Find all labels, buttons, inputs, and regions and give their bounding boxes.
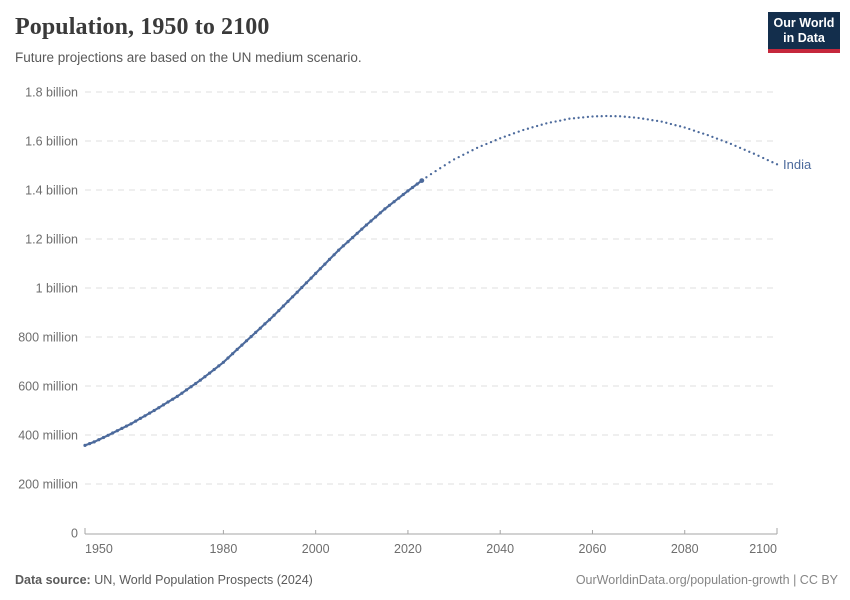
data-source-label: Data source:	[15, 573, 91, 587]
series-india-projection	[425, 114, 779, 179]
x-axis: 1950 1980 2000 2020 2040 2060 2080 2100	[84, 528, 778, 556]
chart-footer: Data source: UN, World Population Prospe…	[15, 573, 838, 587]
x-tick-label: 1950	[85, 542, 113, 556]
y-tick-label: 1.2 billion	[25, 233, 78, 247]
y-tick-label: 400 million	[18, 429, 78, 443]
footer-citation-link[interactable]: OurWorldinData.org/population-growth | C…	[575, 573, 838, 587]
x-tick-label: 2080	[671, 542, 699, 556]
x-tick-label: 2040	[486, 542, 514, 556]
x-tick-label: 1980	[209, 542, 237, 556]
owid-logo-line2: in Data	[783, 31, 825, 45]
y-axis-labels: 0 200 million 400 million 600 million 800 mi…	[18, 86, 78, 541]
chart-header: Population, 1950 to 2100 Future projecti…	[15, 14, 755, 65]
y-tick-label: 800 million	[18, 331, 78, 345]
owid-logo-line1: Our World	[773, 16, 835, 30]
y-tick-label: 0	[71, 527, 78, 541]
y-tick-label: 1.4 billion	[25, 184, 78, 198]
y-tick-label: 1.6 billion	[25, 135, 78, 149]
y-tick-label: 600 million	[18, 380, 78, 394]
y-gridlines	[85, 91, 777, 485]
x-tick-label: 2020	[394, 542, 422, 556]
series-label-india[interactable]: India	[783, 157, 812, 172]
x-tick-label: 2100	[749, 542, 777, 556]
chart-title: Population, 1950 to 2100	[15, 14, 270, 40]
owid-logo[interactable]: Our World in Data	[768, 12, 840, 53]
series-india-historical	[83, 178, 425, 447]
chart-subtitle: Future projections are based on the UN m…	[15, 50, 362, 65]
x-tick-label: 2060	[579, 542, 607, 556]
data-source-text: UN, World Population Prospects (2024)	[94, 573, 313, 587]
y-tick-label: 200 million	[18, 478, 78, 492]
x-tick-label: 2000	[302, 542, 330, 556]
data-source: Data source: UN, World Population Prospe…	[15, 573, 313, 587]
y-tick-label: 1 billion	[36, 282, 78, 296]
y-tick-label: 1.8 billion	[25, 86, 78, 100]
